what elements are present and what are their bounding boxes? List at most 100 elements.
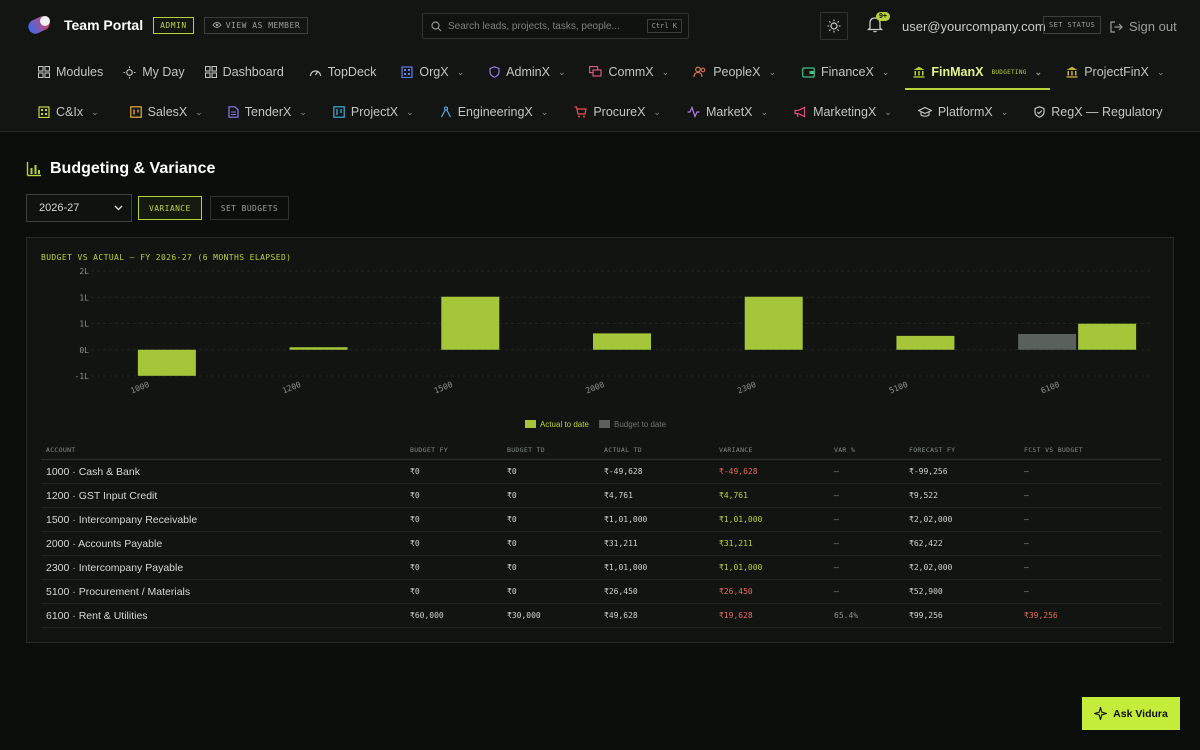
- brand[interactable]: Team Portal ADMIN VIEW AS MEMBER: [26, 14, 309, 36]
- nav-projectfinx[interactable]: ProjectFinX ⌄: [1066, 54, 1164, 90]
- chat-icon: [589, 66, 603, 77]
- nav-orgx[interactable]: OrgX ⌄: [401, 54, 464, 90]
- budget-vs-actual-chart: 2L 1L 1L 0L -1L 1000 1200 1500 2000 2300 5100 6100 A…: [75, 267, 1153, 429]
- budget-td-cell: ₹0: [507, 467, 517, 476]
- view-as-member-button[interactable]: VIEW AS MEMBER: [203, 16, 309, 34]
- nav-adminx[interactable]: AdminX ⌄: [489, 54, 565, 90]
- variance-cell: ₹-49,628: [719, 467, 758, 476]
- nav-finmanx[interactable]: FinManX BUDGETING ⌄: [905, 54, 1051, 90]
- actual-bar: [441, 296, 500, 350]
- nav-my-day[interactable]: My Day: [123, 54, 185, 90]
- budget-fy-cell: ₹60,000: [410, 611, 444, 620]
- nav-marketingx[interactable]: MarketingX ⌄: [794, 94, 892, 130]
- chevron-down-icon: ⌄: [1156, 66, 1165, 77]
- chevron-down-icon: ⌄: [884, 106, 892, 117]
- forecast-fy-cell: ₹2,02,000: [909, 515, 953, 524]
- grid-icon: [38, 66, 50, 78]
- table-row[interactable]: 2000 · Accounts Payable ₹0 ₹0 ₹31,211 ₹31,21…: [41, 532, 1161, 556]
- table-row[interactable]: 1000 · Cash & Bank ₹0 ₹0 ₹-49,628 ₹-49,628 — ₹…: [41, 460, 1161, 484]
- y-tick-label: 2L: [79, 267, 89, 276]
- nav-financex[interactable]: FinanceX ⌄: [802, 54, 889, 90]
- nav-projectx[interactable]: ProjectX ⌄: [333, 94, 414, 130]
- table-header: ACCOUNT BUDGET FY BUDGET TD ACTUAL TD VA…: [41, 440, 1161, 460]
- legend-label: Actual to date: [540, 420, 589, 429]
- building-icon: [401, 66, 414, 78]
- nav-finmanx-tag: BUDGETING: [991, 68, 1027, 76]
- nav-dashboard[interactable]: Dashboard: [204, 54, 284, 90]
- actual-bar: [896, 335, 955, 350]
- budget-fy-cell: ₹0: [410, 467, 420, 476]
- chevron-down-icon: ⌄: [661, 66, 670, 77]
- fcst-vs-budget-cell: —: [1024, 515, 1029, 524]
- nav-marketx[interactable]: MarketX ⌄: [687, 94, 768, 130]
- x-tick-label: 1000: [129, 380, 150, 396]
- ask-vidura-button[interactable]: Ask Vidura: [1082, 697, 1180, 730]
- user-email[interactable]: user@yourcompany.com: [902, 19, 1046, 34]
- nav-peoplex[interactable]: PeopleX ⌄: [693, 54, 776, 90]
- nav-engineeringx[interactable]: EngineeringX ⌄: [440, 94, 549, 130]
- set-budgets-button[interactable]: SET BUDGETS: [209, 196, 290, 220]
- sign-out-label: Sign out: [1129, 19, 1177, 34]
- cart-icon: [574, 106, 588, 118]
- y-tick-label: 1L: [79, 320, 89, 329]
- board-icon: [333, 106, 345, 118]
- nav-my-day-label: My Day: [142, 65, 185, 79]
- set-status-button[interactable]: SET STATUS: [1043, 16, 1102, 34]
- variance-cell: ₹31,211: [719, 539, 753, 548]
- chevron-down-icon: ⌄: [557, 66, 566, 77]
- table-row[interactable]: 2300 · Intercompany Payable ₹0 ₹0 ₹1,01,000…: [41, 556, 1161, 580]
- actual-td-cell: ₹49,628: [604, 611, 638, 620]
- var-pct-cell: —: [834, 539, 839, 548]
- nav-salesx[interactable]: SalesX ⌄: [129, 94, 203, 130]
- variance-button[interactable]: VARIANCE: [138, 196, 202, 220]
- chevron-down-icon: ⌄: [881, 66, 890, 77]
- compass-icon: [440, 106, 451, 118]
- col-variance: VARIANCE: [719, 445, 753, 454]
- chevron-down-icon: ⌄: [653, 106, 661, 117]
- nav-topdeck[interactable]: TopDeck: [309, 54, 376, 90]
- nav-regx[interactable]: RegX — Regulatory: [1034, 94, 1162, 130]
- bell-icon: [866, 17, 884, 33]
- nav-modules[interactable]: Modules: [38, 54, 103, 90]
- search-box[interactable]: Ctrl K: [422, 13, 689, 39]
- theme-toggle-button[interactable]: [820, 12, 848, 40]
- notifications-button[interactable]: [866, 15, 886, 35]
- table-row[interactable]: 1200 · GST Input Credit ₹0 ₹0 ₹4,761 ₹4,761 —…: [41, 484, 1161, 508]
- fcst-vs-budget-cell: —: [1024, 467, 1029, 476]
- nav-salesx-label: SalesX: [147, 105, 188, 119]
- toolbar: 2026-27 VARIANCE SET BUDGETS: [26, 194, 290, 222]
- sign-out-button[interactable]: Sign out: [1110, 19, 1177, 34]
- megaphone-icon: [794, 106, 806, 118]
- budget-fy-cell: ₹0: [410, 539, 420, 548]
- search-input[interactable]: [448, 20, 647, 32]
- nav-orgx-label: OrgX: [419, 65, 449, 79]
- table-row[interactable]: 6100 · Rent & Utilities ₹60,000 ₹30,000 ₹49…: [41, 604, 1161, 628]
- nav-marketingx-label: MarketingX: [813, 105, 877, 119]
- fiscal-year-select[interactable]: 2026-27: [26, 194, 132, 222]
- building-icon: [38, 106, 50, 118]
- forecast-fy-cell: ₹99,256: [909, 611, 943, 620]
- sun-icon: [123, 65, 136, 79]
- chevron-down-icon: ⌄: [91, 106, 99, 117]
- nav-cix[interactable]: C&Ix ⌄: [38, 94, 99, 130]
- chevron-down-icon: ⌄: [540, 106, 549, 117]
- variance-cell: ₹4,761: [719, 491, 748, 500]
- search-shortcut: Ctrl K: [646, 19, 682, 33]
- budget-td-cell: ₹0: [507, 515, 517, 524]
- budget-fy-cell: ₹0: [410, 563, 420, 572]
- wallet-icon: [802, 67, 815, 78]
- account-cell: 1500 · Intercompany Receivable: [46, 513, 198, 526]
- x-tick-label: 1500: [433, 380, 454, 396]
- nav-platformx[interactable]: PlatformX ⌄: [917, 94, 1008, 130]
- table-row[interactable]: 1500 · Intercompany Receivable ₹0 ₹0 ₹1,01,…: [41, 508, 1161, 532]
- budget-td-cell: ₹0: [507, 587, 517, 596]
- table-row[interactable]: 5100 · Procurement / Materials ₹0 ₹0 ₹26,45…: [41, 580, 1161, 604]
- nav-engineeringx-label: EngineeringX: [457, 105, 533, 119]
- ask-vidura-label: Ask Vidura: [1113, 707, 1168, 720]
- account-cell: 2000 · Accounts Payable: [46, 537, 163, 550]
- nav-commx[interactable]: CommX ⌄: [589, 54, 669, 90]
- nav-procurex[interactable]: ProcureX ⌄: [574, 94, 661, 130]
- fcst-vs-budget-cell: —: [1024, 587, 1029, 596]
- budget-fy-cell: ₹0: [410, 515, 420, 524]
- nav-tenderx[interactable]: TenderX ⌄: [228, 94, 307, 130]
